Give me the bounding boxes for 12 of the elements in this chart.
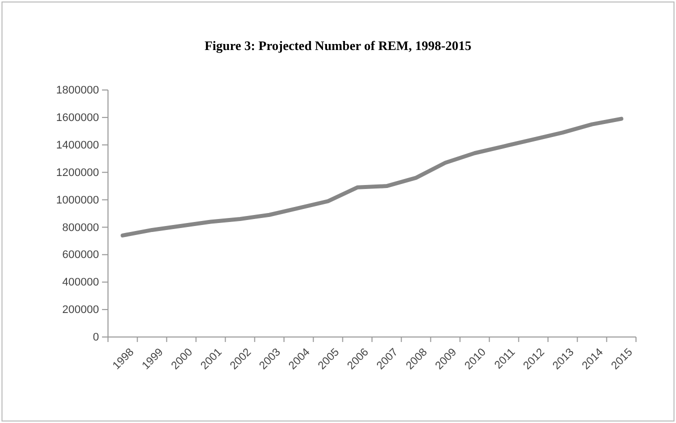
y-tick-label: 600000 bbox=[62, 249, 99, 262]
y-tick-label: 1800000 bbox=[56, 84, 99, 97]
chart-title: Figure 3: Projected Number of REM, 1998-2015 bbox=[204, 38, 472, 53]
y-tick-label: 200000 bbox=[62, 304, 99, 316]
line-series bbox=[120, 116, 624, 238]
y-tick-label: 1600000 bbox=[56, 112, 99, 124]
y-tick-label: 0 bbox=[92, 332, 99, 344]
y-tick-label: 400000 bbox=[62, 276, 99, 289]
y-tick-label: 1200000 bbox=[56, 166, 99, 179]
y-tick-label: 800000 bbox=[62, 222, 99, 234]
y-tick-label: 1400000 bbox=[56, 139, 99, 152]
y-tick-label: 1000000 bbox=[56, 194, 99, 206]
